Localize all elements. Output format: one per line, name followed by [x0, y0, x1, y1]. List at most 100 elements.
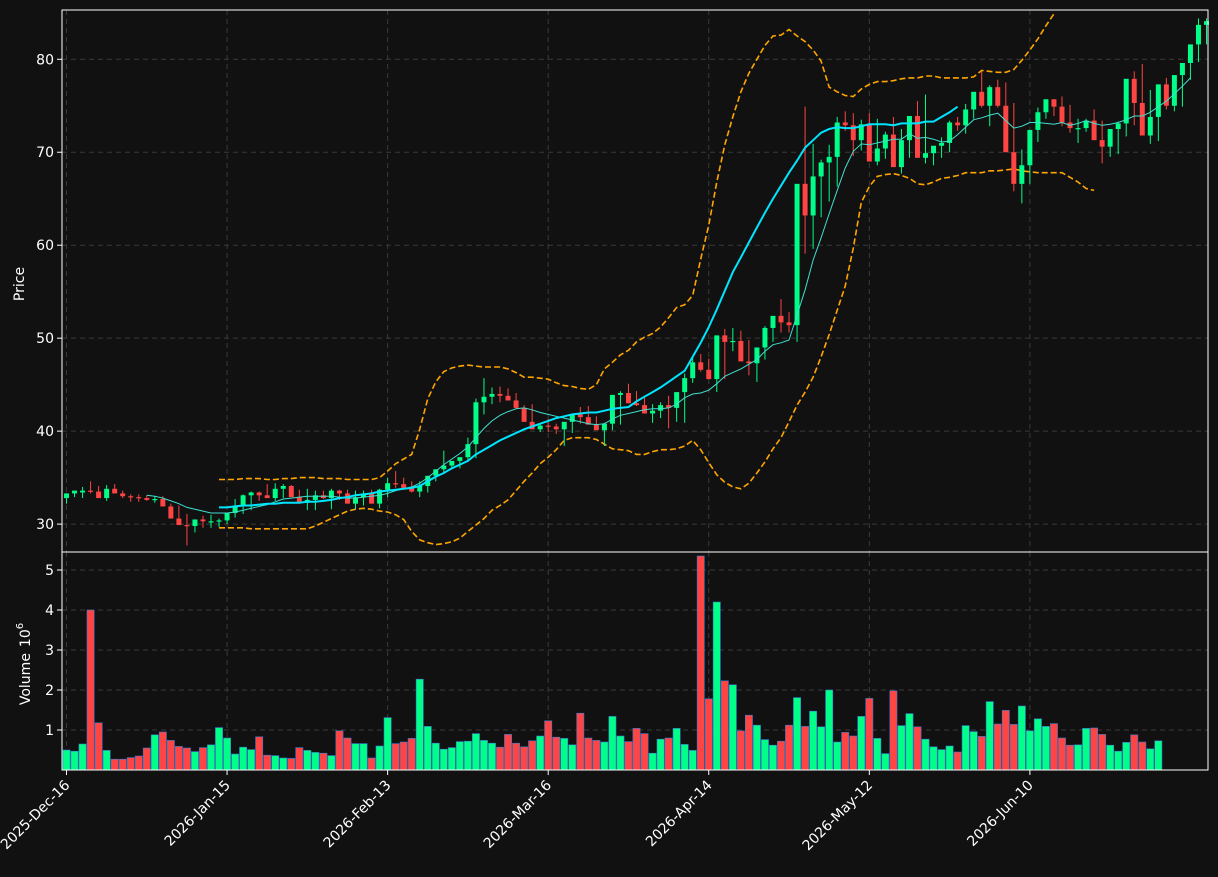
candle-body-up — [834, 122, 840, 157]
volume-bar — [447, 747, 456, 771]
candle-body-up — [923, 153, 929, 158]
candle-body-down — [634, 403, 639, 406]
volume-bar — [624, 741, 633, 771]
price-tick-label: 60 — [36, 238, 54, 254]
fast-moving-average-line — [146, 77, 1191, 514]
candle-body-up — [963, 109, 969, 126]
volume-bar — [841, 732, 850, 771]
volume-bar — [889, 690, 898, 771]
volume-bar — [359, 743, 368, 771]
volume-bar — [985, 701, 994, 771]
volume-bar — [736, 730, 745, 771]
candle-body-down — [786, 322, 792, 326]
volume-bar — [777, 740, 785, 771]
volume-bar — [472, 733, 480, 771]
volume-bar — [937, 749, 946, 771]
candle-body-down — [1091, 120, 1097, 141]
candle-body-up — [939, 142, 945, 146]
candle-body-up — [569, 414, 575, 422]
volume-tick-label: 1 — [45, 723, 54, 739]
volume-tick-label: 2 — [45, 683, 54, 699]
candle-body-up — [192, 519, 198, 526]
candle-body-down — [256, 492, 262, 496]
candle-body-up — [465, 444, 471, 458]
candle-body-down — [625, 393, 631, 404]
volume-bar — [1009, 724, 1018, 771]
volume-bar — [158, 731, 167, 771]
candle-body-down — [722, 335, 728, 342]
volume-bar — [391, 743, 400, 771]
candle-body-down — [497, 393, 503, 396]
candle-body-up — [312, 495, 318, 500]
volume-bar — [1017, 705, 1026, 771]
volume-bar — [279, 757, 288, 771]
volume-bar — [1154, 740, 1163, 771]
candle-body-up — [433, 469, 439, 476]
candle-body-down — [264, 495, 270, 499]
volume-bar — [166, 740, 175, 771]
volume-bar — [1001, 710, 1010, 771]
candle-body-down — [1059, 106, 1065, 123]
candle-body-down — [850, 125, 856, 141]
volume-bar — [134, 755, 143, 771]
volume-bar — [616, 735, 625, 771]
volume-bar — [897, 725, 906, 771]
candle-body-down — [112, 488, 118, 494]
volume-bar — [504, 734, 512, 771]
candle-body-up — [385, 483, 391, 490]
candle-body-down — [553, 426, 559, 430]
candle-body-up — [537, 425, 543, 430]
candle-body-up — [770, 315, 776, 328]
volume-bar — [1033, 718, 1042, 771]
volume-bar — [680, 744, 689, 771]
candle-body-down — [778, 315, 784, 323]
volume-bar — [520, 746, 529, 771]
price-grid — [62, 10, 1208, 552]
volume-axis-label: Volume 106 — [15, 623, 34, 705]
volume-bar — [439, 748, 448, 771]
candle-body-down — [1011, 152, 1017, 184]
candle-body-up — [1179, 62, 1185, 76]
volume-bar — [1122, 742, 1131, 771]
volume-bar — [833, 741, 842, 771]
candle-body-down — [136, 497, 142, 499]
volume-bar — [174, 746, 183, 771]
price-axis-label: Price — [12, 267, 28, 301]
candle-body-up — [874, 148, 880, 162]
volume-bar — [632, 728, 641, 771]
volume-bar — [110, 758, 119, 771]
volume-bar — [881, 753, 890, 771]
candle-body-down — [866, 124, 872, 162]
volume-bar — [1146, 748, 1155, 771]
volume-bar — [688, 750, 697, 771]
candle-body-up — [650, 410, 656, 414]
volume-bars — [62, 555, 1163, 771]
candle-body-down — [128, 496, 134, 498]
volume-bar — [712, 601, 721, 771]
volume-bar — [1114, 750, 1123, 771]
candle-body-down — [369, 493, 375, 504]
price-tick-label: 50 — [36, 331, 54, 347]
candle-body-up — [248, 492, 254, 496]
candle-body-up — [818, 162, 824, 177]
volume-bar — [584, 737, 593, 771]
volume-bar — [118, 758, 127, 771]
candle-body-up — [906, 115, 912, 141]
candle-body-up — [714, 335, 720, 380]
candle-body-up — [898, 140, 904, 168]
volume-bar — [608, 716, 617, 771]
candle-body-down — [200, 519, 206, 522]
candle-body-up — [72, 490, 78, 494]
candle-body-up — [762, 327, 768, 348]
volume-bar — [142, 747, 151, 771]
volume-bar — [929, 746, 938, 771]
volume-bar — [335, 730, 344, 771]
candle-body-up — [1155, 84, 1161, 117]
volume-bar — [793, 697, 801, 771]
volume-bar — [263, 754, 272, 771]
volume-bar — [327, 755, 336, 771]
candle-body-down — [336, 490, 342, 494]
volume-bar — [319, 752, 328, 771]
candle-body-up — [1075, 128, 1081, 130]
candle-body-up — [216, 520, 222, 522]
